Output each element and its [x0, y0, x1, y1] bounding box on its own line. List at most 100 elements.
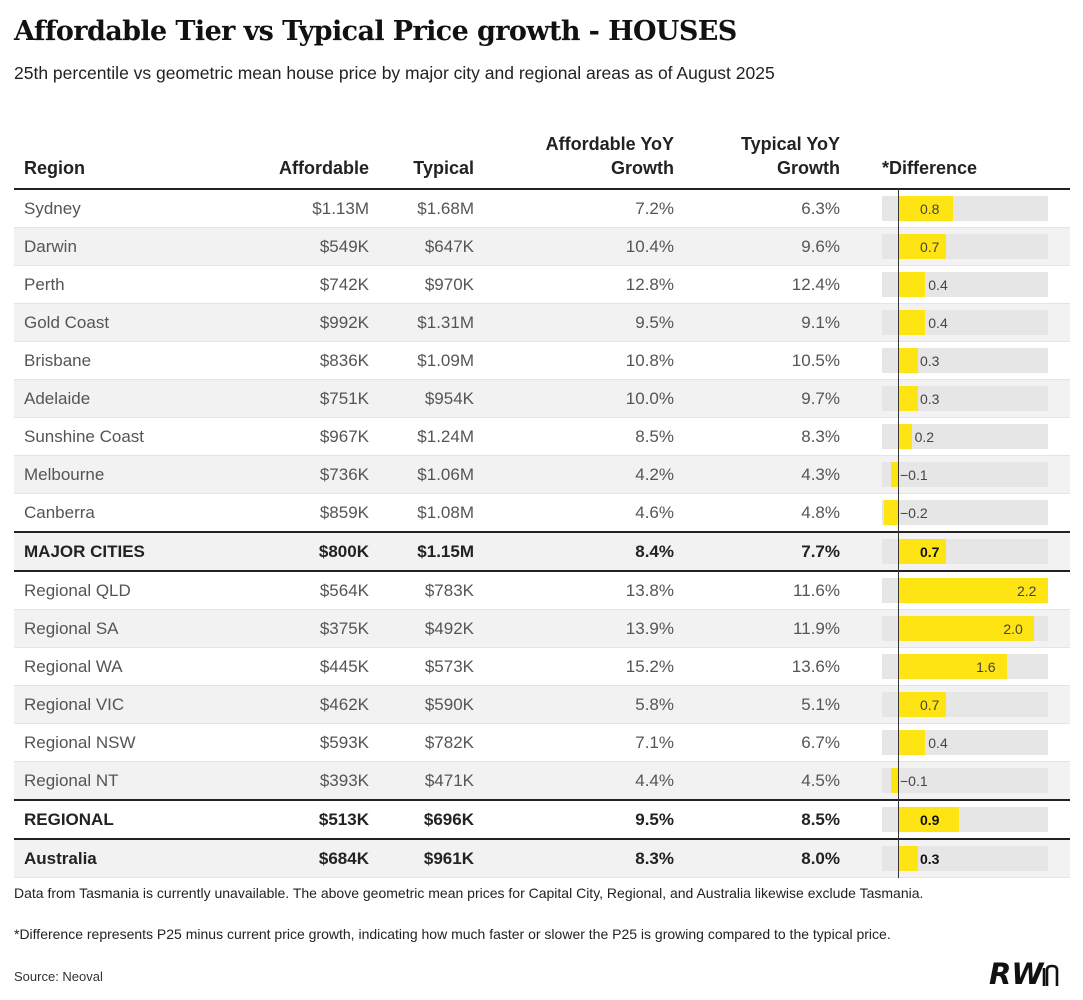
difference-value-label: 0.7: [920, 696, 940, 713]
difference-value-label: 0.7: [920, 238, 940, 255]
typical-cell: $1.24M: [417, 426, 474, 446]
table-summary-row: MAJOR CITIES $800K $1.15M 8.4% 7.7% 0.7: [14, 533, 1070, 572]
typical-growth-cell: 9.6%: [801, 236, 840, 256]
affordable-growth-cell: 8.5%: [635, 426, 674, 446]
difference-zero-axis: [898, 188, 899, 878]
typical-growth-cell: 6.3%: [801, 198, 840, 218]
difference-bar: [891, 768, 898, 793]
table-summary-row: Australia $684K $961K 8.3% 8.0% 0.3: [14, 840, 1070, 878]
affordable-growth-cell: 7.1%: [635, 732, 674, 752]
affordable-growth-cell: 4.2%: [635, 464, 674, 484]
affordable-growth-cell: 13.9%: [625, 618, 674, 638]
affordable-growth-cell: 15.2%: [625, 656, 674, 676]
region-cell: Melbourne: [24, 464, 105, 484]
table-row: Canberra $859K $1.08M 4.6% 4.8% −0.2: [14, 494, 1070, 533]
header-affordable-growth-line1: Affordable YoY: [545, 134, 674, 154]
header-difference: *Difference: [882, 158, 978, 178]
typical-growth-cell: 4.8%: [801, 502, 840, 522]
difference-bar: [891, 462, 898, 487]
region-cell: Regional NT: [24, 770, 119, 790]
difference-bar: [898, 348, 919, 373]
affordable-growth-cell: 13.8%: [625, 580, 674, 600]
table-row: Regional WA $445K $573K 15.2% 13.6% 1.6: [14, 648, 1070, 686]
difference-bar: [898, 730, 926, 755]
difference-bar: [898, 539, 946, 564]
difference-bar: [898, 807, 960, 832]
header-affordable: Affordable: [279, 158, 369, 178]
region-cell: Sunshine Coast: [24, 426, 145, 446]
affordable-cell: $800K: [318, 541, 369, 561]
table-row: Darwin $549K $647K 10.4% 9.6% 0.7: [14, 228, 1070, 266]
table-row: Brisbane $836K $1.09M 10.8% 10.5% 0.3: [14, 342, 1070, 380]
difference-bar: [898, 272, 926, 297]
typical-cell: $783K: [424, 580, 474, 600]
affordable-growth-cell: 9.5%: [635, 809, 674, 829]
region-cell: Sydney: [24, 198, 81, 218]
region-cell: Perth: [24, 274, 65, 294]
difference-bar: [898, 578, 1048, 603]
typical-growth-cell: 4.3%: [801, 464, 840, 484]
typical-cell: $954K: [424, 388, 474, 408]
typical-growth-cell: 13.6%: [791, 656, 840, 676]
typical-growth-cell: 10.5%: [791, 350, 840, 370]
table-row: Gold Coast $992K $1.31M 9.5% 9.1% 0.4: [14, 304, 1070, 342]
header-typical-growth: Typical YoY Growth: [741, 132, 840, 180]
typical-growth-cell: 11.6%: [793, 580, 840, 600]
affordable-cell: $836K: [319, 350, 369, 370]
table-row: Sydney $1.13M $1.68M 7.2% 6.3% 0.8: [14, 190, 1070, 228]
region-cell: Gold Coast: [24, 312, 110, 332]
region-cell: Regional WA: [24, 656, 123, 676]
header-affordable-growth: Affordable YoY Growth: [546, 132, 674, 180]
typical-growth-cell: 7.7%: [801, 541, 840, 561]
region-cell: Darwin: [24, 236, 77, 256]
region-cell: Australia: [24, 848, 97, 868]
chart-title: Affordable Tier vs Typical Price growth …: [14, 16, 737, 47]
difference-value-label: 0.4: [928, 734, 948, 751]
affordable-growth-cell: 10.4%: [625, 236, 674, 256]
difference-bar: [898, 234, 946, 259]
affordable-cell: $445K: [319, 656, 369, 676]
affordable-cell: $859K: [319, 502, 369, 522]
typical-growth-cell: 8.3%: [801, 426, 840, 446]
footnote-tasmania: Data from Tasmania is currently unavaila…: [14, 885, 924, 901]
region-cell: Brisbane: [24, 350, 92, 370]
difference-value-label: 2.2: [1017, 582, 1037, 599]
region-cell: Regional VIC: [24, 694, 125, 714]
typical-cell: $782K: [424, 732, 474, 752]
difference-value-label: 1.6: [976, 658, 996, 675]
affordable-growth-cell: 9.5%: [635, 312, 674, 332]
difference-value-label: 0.2: [914, 428, 935, 445]
table-row: Sunshine Coast $967K $1.24M 8.5% 8.3% 0.2: [14, 418, 1070, 456]
affordable-cell: $992K: [319, 312, 369, 332]
footnote-difference: *Difference represents P25 minus current…: [14, 926, 891, 942]
affordable-growth-cell: 10.8%: [625, 350, 674, 370]
affordable-cell: $967K: [319, 426, 369, 446]
affordable-growth-cell: 8.3%: [635, 848, 674, 868]
typical-cell: $696K: [423, 809, 474, 829]
typical-cell: $492K: [424, 618, 474, 638]
difference-value-label: −0.1: [900, 772, 928, 789]
affordable-cell: $1.13M: [312, 198, 369, 218]
header-region: Region: [24, 158, 85, 178]
table-row: Regional SA $375K $492K 13.9% 11.9% 2.0: [14, 610, 1070, 648]
region-cell: Regional NSW: [24, 732, 136, 752]
typical-cell: $573K: [424, 656, 474, 676]
table-row: Regional VIC $462K $590K 5.8% 5.1% 0.7: [14, 686, 1070, 724]
typical-cell: $1.68M: [417, 198, 474, 218]
affordable-growth-cell: 10.0%: [625, 388, 674, 408]
difference-value-label: −0.1: [900, 466, 928, 483]
difference-value-label: 0.3: [920, 352, 940, 369]
rwn-logo: RW: [989, 957, 1069, 995]
chart-subtitle: 25th percentile vs geometric mean house …: [14, 63, 775, 83]
header-typical-growth-line1: Typical YoY: [740, 134, 840, 154]
difference-bar: [898, 310, 926, 335]
affordable-growth-cell: 5.8%: [635, 694, 674, 714]
affordable-growth-cell: 4.6%: [635, 502, 674, 522]
affordable-cell: $375K: [319, 618, 369, 638]
typical-cell: $1.31M: [417, 312, 474, 332]
svg-text:RW: RW: [989, 958, 1045, 990]
difference-bar: [898, 616, 1035, 641]
source-note: Source: Neoval: [14, 969, 103, 984]
typical-cell: $1.06M: [417, 464, 474, 484]
table-row: Regional NT $393K $471K 4.4% 4.5% −0.1: [14, 762, 1070, 801]
